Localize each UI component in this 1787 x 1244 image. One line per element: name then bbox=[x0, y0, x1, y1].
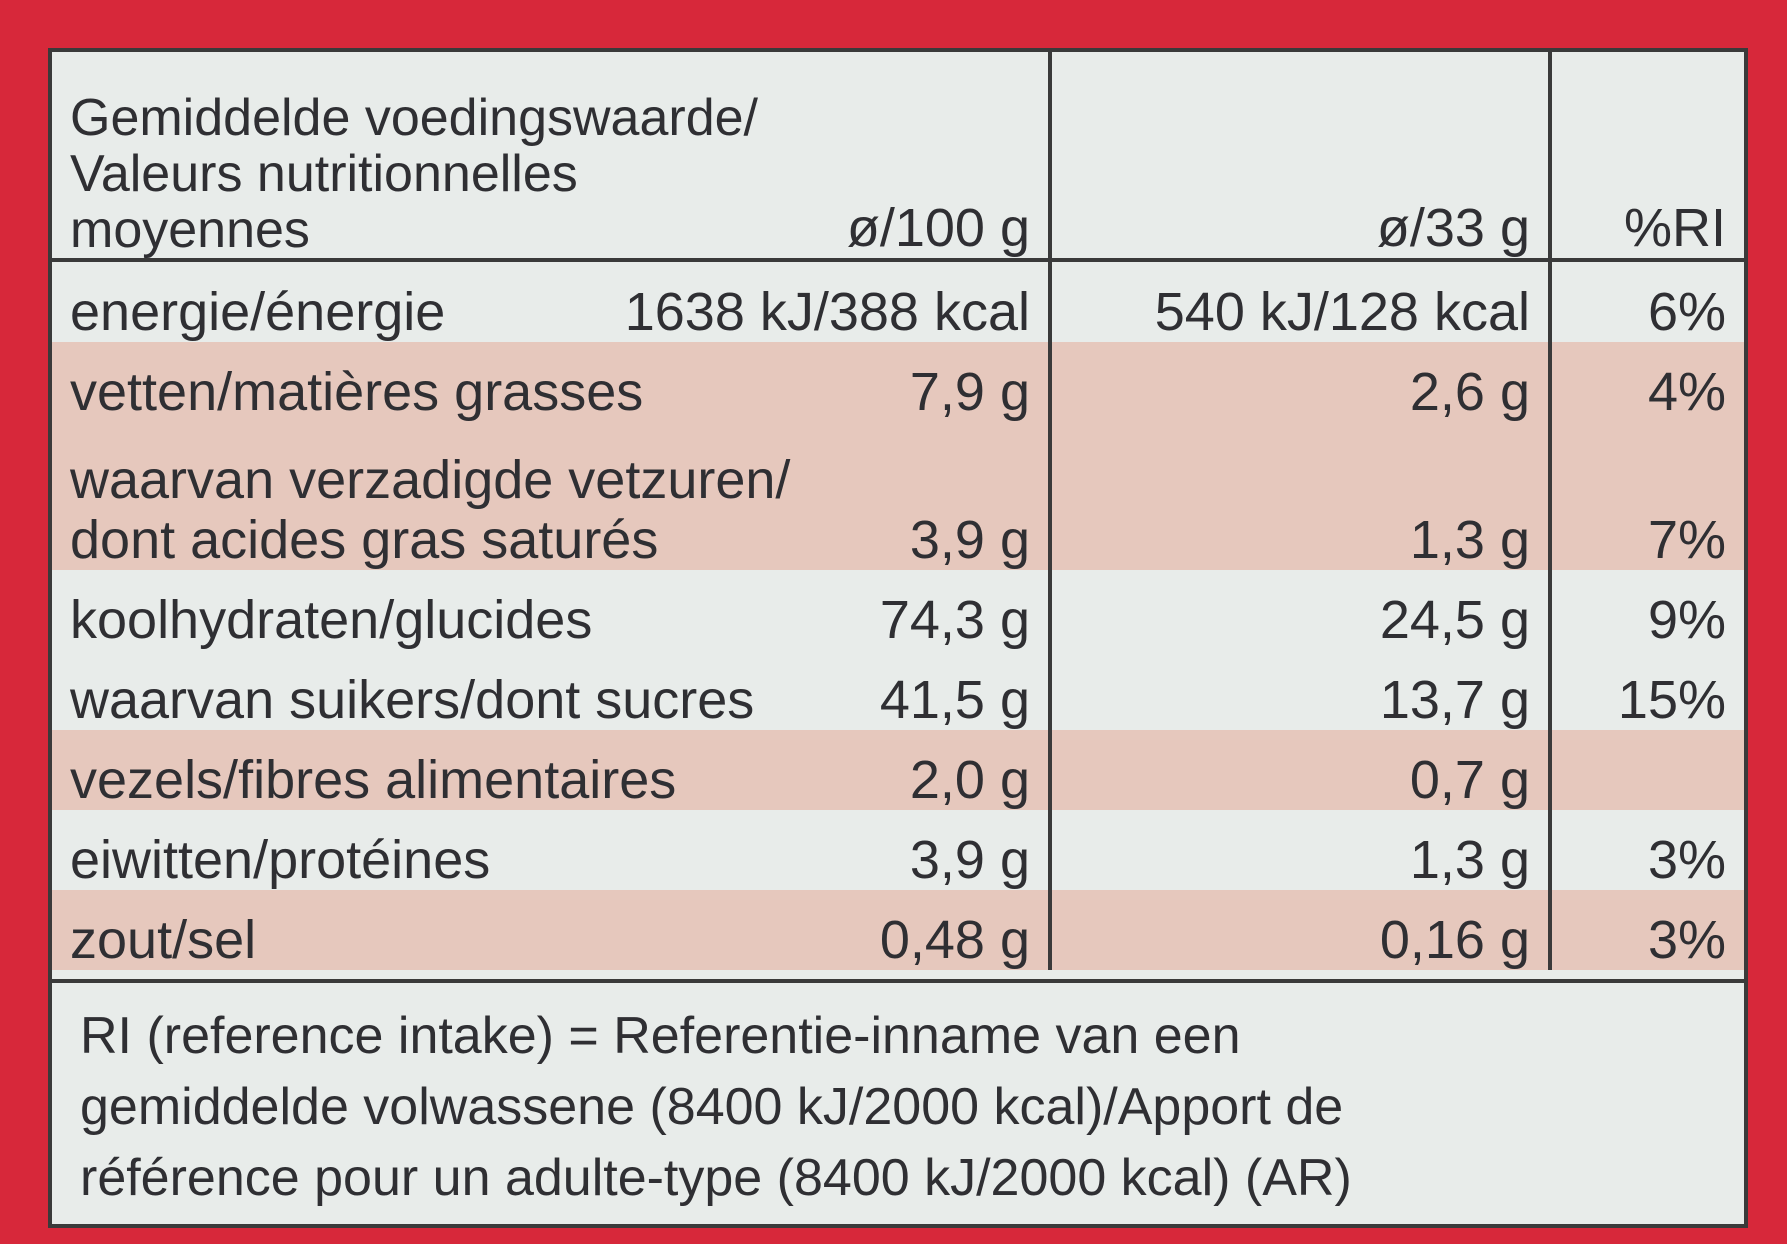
row-label: waarvan suikers/dont sucres bbox=[70, 669, 755, 730]
per-100g-value: 0,48 g bbox=[879, 909, 1030, 970]
per-portion-value: 1,3 g bbox=[1048, 422, 1550, 570]
per-100g-value: 3,9 g bbox=[909, 829, 1030, 890]
ri-value: 4% bbox=[1548, 342, 1744, 422]
per-100g-value: 3,9 g bbox=[909, 509, 1030, 570]
table-row-energy: energie/énergie 1638 kJ/388 kcal 540 kJ/1… bbox=[52, 260, 1744, 342]
ri-value: 9% bbox=[1548, 570, 1744, 650]
header-title-cell: Gemiddelde voedingswaarde/ Valeurs nutri… bbox=[52, 52, 1050, 262]
per-portion-value: 1,3 g bbox=[1048, 810, 1550, 890]
table-row-fat: vetten/matières grasses 7,9 g 2,6 g 4% bbox=[52, 342, 1744, 422]
ri-footnote: RI (reference intake) = Referentie-innam… bbox=[52, 979, 1744, 1224]
per-100g-value: 74,3 g bbox=[879, 589, 1030, 650]
table-row-protein: eiwitten/protéines 3,9 g 1,3 g 3% bbox=[52, 810, 1744, 890]
row-label: vetten/matières grasses bbox=[70, 361, 644, 422]
ri-value: 15% bbox=[1548, 650, 1744, 730]
ri-value bbox=[1548, 730, 1744, 810]
table-row-sugars: waarvan suikers/dont sucres 41,5 g 13,7 g… bbox=[52, 650, 1744, 730]
per-100g-header: ø/100 g bbox=[846, 197, 1030, 258]
table-header-row: Gemiddelde voedingswaarde/ Valeurs nutri… bbox=[52, 52, 1744, 262]
per-portion-value: 13,7 g bbox=[1048, 650, 1550, 730]
table-row-fibre: vezels/fibres alimentaires 2,0 g 0,7 g bbox=[52, 730, 1744, 810]
table-row-carbohydrates: koolhydraten/glucides 74,3 g 24,5 g 9% bbox=[52, 570, 1744, 650]
row-label: energie/énergie bbox=[70, 281, 446, 342]
ri-value: 3% bbox=[1548, 890, 1744, 970]
table-row-salt: zout/sel 0,48 g 0,16 g 3% bbox=[52, 890, 1744, 970]
per-100g-value: 2,0 g bbox=[909, 749, 1030, 810]
table-row-saturated-fat: waarvan verzadigde vetzuren/ dont acides… bbox=[52, 422, 1744, 570]
ri-value: 3% bbox=[1548, 810, 1744, 890]
per-100g-value: 7,9 g bbox=[909, 361, 1030, 422]
per-portion-header: ø/33 g bbox=[1048, 52, 1550, 262]
per-portion-value: 0,7 g bbox=[1048, 730, 1550, 810]
ri-header: %RI bbox=[1548, 52, 1744, 262]
ri-value: 7% bbox=[1548, 422, 1744, 570]
per-portion-value: 540 kJ/128 kcal bbox=[1048, 260, 1550, 342]
per-portion-value: 0,16 g bbox=[1048, 890, 1550, 970]
table-title: Gemiddelde voedingswaarde/ Valeurs nutri… bbox=[70, 88, 758, 259]
per-100g-value: 1638 kJ/388 kcal bbox=[624, 281, 1030, 342]
nutrition-label: Gemiddelde voedingswaarde/ Valeurs nutri… bbox=[48, 48, 1748, 1228]
per-portion-value: 24,5 g bbox=[1048, 570, 1550, 650]
row-label: eiwitten/protéines bbox=[70, 829, 491, 890]
row-label: waarvan verzadigde vetzuren/ dont acides… bbox=[70, 450, 791, 570]
row-label: koolhydraten/glucides bbox=[70, 589, 593, 650]
per-100g-value: 41,5 g bbox=[879, 669, 1030, 730]
per-portion-value: 2,6 g bbox=[1048, 342, 1550, 422]
row-label: vezels/fibres alimentaires bbox=[70, 749, 677, 810]
nutrition-table: Gemiddelde voedingswaarde/ Valeurs nutri… bbox=[52, 52, 1744, 970]
ri-value: 6% bbox=[1548, 260, 1744, 342]
row-label: zout/sel bbox=[70, 909, 257, 970]
